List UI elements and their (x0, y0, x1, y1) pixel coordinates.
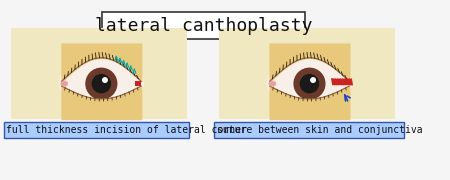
FancyBboxPatch shape (4, 122, 189, 138)
FancyBboxPatch shape (219, 28, 396, 119)
Ellipse shape (92, 75, 110, 93)
Ellipse shape (269, 81, 275, 86)
Ellipse shape (59, 59, 143, 108)
FancyBboxPatch shape (102, 12, 305, 39)
Ellipse shape (301, 75, 319, 93)
FancyBboxPatch shape (135, 81, 141, 86)
Text: full thickness incision of lateral corner: full thickness incision of lateral corne… (6, 125, 247, 135)
Ellipse shape (103, 78, 107, 82)
Text: lateral canthoplasty: lateral canthoplasty (95, 17, 312, 35)
Ellipse shape (61, 81, 68, 86)
FancyBboxPatch shape (215, 122, 404, 138)
Text: suture between skin and conjunctiva: suture between skin and conjunctiva (217, 125, 423, 135)
Ellipse shape (311, 78, 315, 82)
Ellipse shape (294, 68, 325, 99)
Ellipse shape (268, 59, 351, 108)
Ellipse shape (86, 68, 117, 99)
FancyBboxPatch shape (11, 28, 187, 119)
